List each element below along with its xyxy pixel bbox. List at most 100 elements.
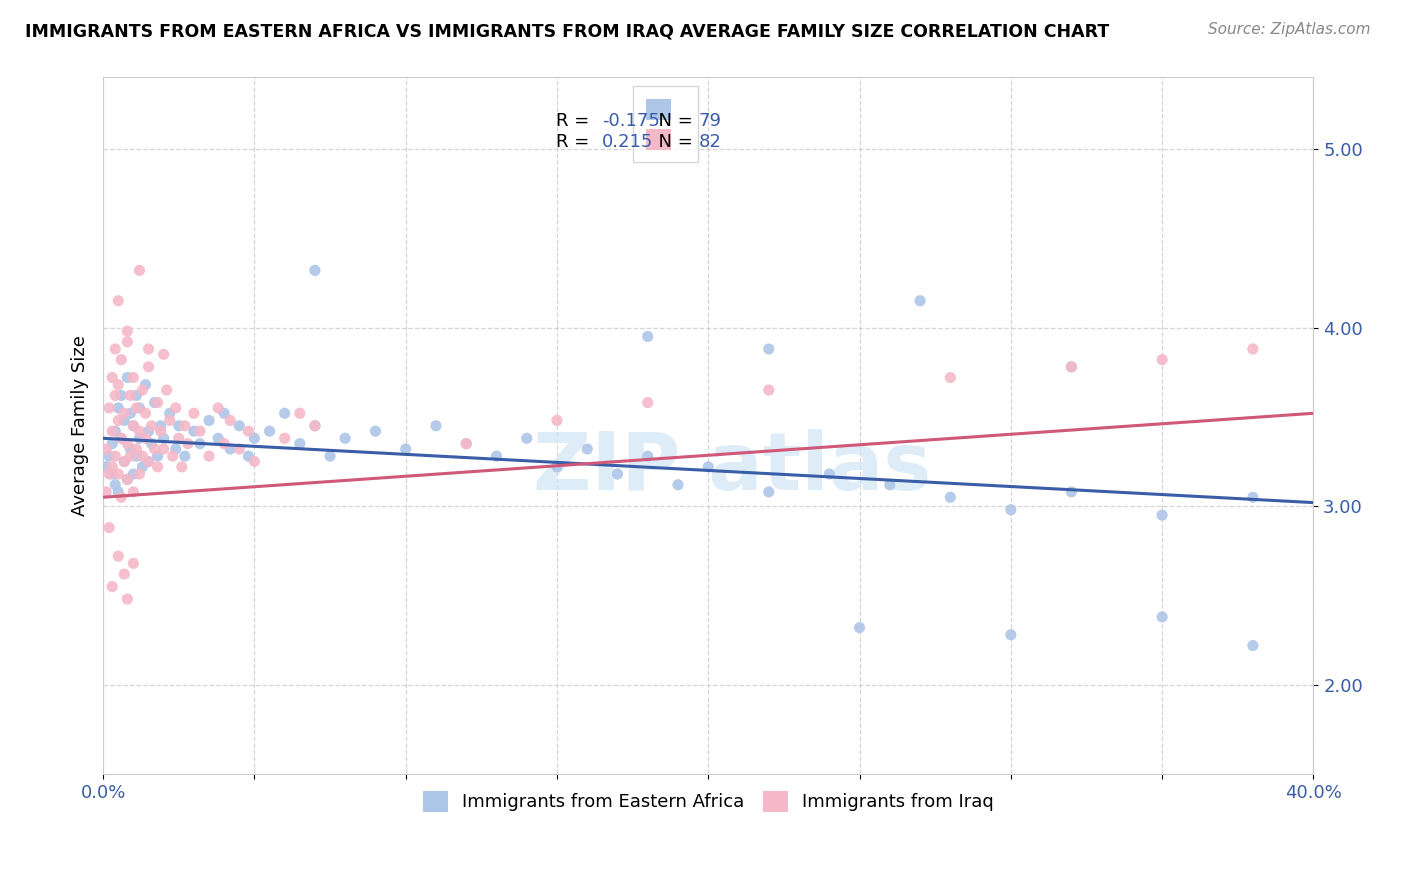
Point	[149, 418, 172, 433]
Point	[110, 490, 132, 504]
Text: N =: N =	[647, 133, 697, 152]
Point	[112, 413, 135, 427]
Point	[288, 436, 311, 450]
Legend: Immigrants from Eastern Africa, Immigrants from Iraq: Immigrants from Eastern Africa, Immigran…	[411, 778, 1007, 824]
Text: 79: 79	[699, 112, 721, 130]
Point	[138, 359, 160, 374]
Text: 0.215: 0.215	[602, 133, 654, 152]
Point	[104, 424, 127, 438]
Point	[425, 418, 447, 433]
Point	[1152, 610, 1174, 624]
Point	[138, 342, 160, 356]
Point	[637, 329, 659, 343]
Point	[238, 449, 260, 463]
Point	[304, 263, 326, 277]
Point	[117, 334, 139, 349]
Point	[1060, 359, 1083, 374]
Point	[117, 472, 139, 486]
Point	[138, 454, 160, 468]
Point	[364, 424, 387, 438]
Point	[110, 431, 132, 445]
Point	[134, 431, 156, 445]
Point	[149, 424, 172, 438]
Point	[152, 347, 174, 361]
Point	[122, 467, 145, 481]
Point	[122, 418, 145, 433]
Text: -0.175: -0.175	[602, 112, 659, 130]
Point	[198, 413, 221, 427]
Point	[96, 484, 118, 499]
Point	[138, 424, 160, 438]
Point	[128, 424, 150, 438]
Point	[516, 431, 538, 445]
Point	[104, 449, 127, 463]
Point	[141, 418, 163, 433]
Point	[288, 406, 311, 420]
Point	[177, 436, 200, 450]
Point	[122, 370, 145, 384]
Point	[818, 467, 841, 481]
Y-axis label: Average Family Size: Average Family Size	[72, 335, 89, 516]
Text: IMMIGRANTS FROM EASTERN AFRICA VS IMMIGRANTS FROM IRAQ AVERAGE FAMILY SIZE CORRE: IMMIGRANTS FROM EASTERN AFRICA VS IMMIGR…	[25, 22, 1109, 40]
Point	[117, 370, 139, 384]
Point	[146, 459, 169, 474]
Point	[576, 442, 599, 456]
Point	[128, 401, 150, 415]
Point	[273, 431, 295, 445]
Point	[879, 477, 901, 491]
Point	[1241, 490, 1264, 504]
Point	[117, 436, 139, 450]
Point	[243, 454, 266, 468]
Point	[212, 406, 235, 420]
Point	[456, 436, 478, 450]
Point	[637, 395, 659, 409]
Point	[138, 454, 160, 468]
Point	[107, 293, 129, 308]
Point	[1060, 484, 1083, 499]
Point	[128, 431, 150, 445]
Point	[120, 406, 142, 420]
Point	[243, 431, 266, 445]
Point	[219, 442, 242, 456]
Point	[259, 424, 281, 438]
Point	[606, 467, 628, 481]
Point	[101, 370, 124, 384]
Point	[939, 490, 962, 504]
Point	[101, 436, 124, 450]
Point	[335, 431, 357, 445]
Point	[173, 418, 195, 433]
Point	[167, 418, 190, 433]
Point	[98, 401, 121, 415]
Point	[110, 431, 132, 445]
Point	[456, 436, 478, 450]
Point	[104, 342, 127, 356]
Text: 82: 82	[699, 133, 721, 152]
Point	[120, 449, 142, 463]
Point	[152, 442, 174, 456]
Text: ZIP atlas: ZIP atlas	[533, 428, 932, 507]
Point	[666, 477, 689, 491]
Point	[122, 418, 145, 433]
Point	[122, 557, 145, 571]
Point	[128, 263, 150, 277]
Point	[98, 467, 121, 481]
Point	[939, 370, 962, 384]
Text: N =: N =	[647, 112, 697, 130]
Point	[1000, 502, 1022, 516]
Point	[143, 395, 166, 409]
Point	[125, 388, 148, 402]
Point	[101, 459, 124, 474]
Point	[188, 436, 211, 450]
Point	[98, 520, 121, 534]
Point	[146, 449, 169, 463]
Point	[304, 418, 326, 433]
Point	[141, 436, 163, 450]
Point	[156, 383, 179, 397]
Point	[908, 293, 931, 308]
Point	[101, 424, 124, 438]
Point	[131, 459, 153, 474]
Point	[110, 388, 132, 402]
Point	[697, 459, 720, 474]
Point	[143, 442, 166, 456]
Point	[183, 424, 205, 438]
